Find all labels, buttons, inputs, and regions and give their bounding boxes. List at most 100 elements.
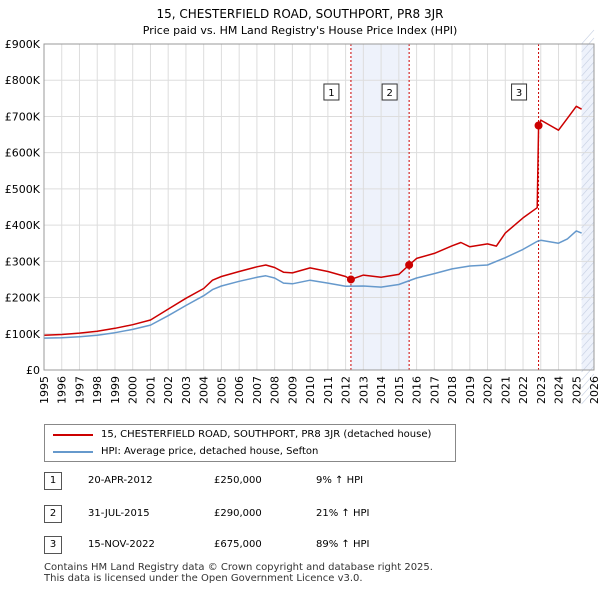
sale-date: 31-JUL-2015 — [88, 508, 150, 519]
hatch-line — [581, 293, 595, 309]
hatch-line — [581, 317, 595, 333]
x-tick-label: 2007 — [251, 376, 264, 404]
series-line-hpi — [43, 230, 582, 339]
x-tick-label: 2021 — [499, 376, 512, 404]
hatch-line — [581, 109, 595, 125]
x-tick-label: 2014 — [375, 376, 388, 404]
x-tick-label: 2001 — [144, 376, 157, 404]
legend-label-hpi: HPI: Average price, detached house, Seft… — [101, 446, 319, 457]
hatch-line — [581, 325, 595, 341]
x-tick-label: 2004 — [198, 376, 211, 404]
x-tick-label: 1998 — [91, 376, 104, 404]
x-tick-label: 1997 — [73, 376, 86, 404]
sale-label-box — [381, 83, 398, 101]
y-tick-label: £300K — [5, 255, 41, 268]
legend-label-property: 15, CHESTERFIELD ROAD, SOUTHPORT, PR8 3J… — [101, 429, 432, 440]
y-tick-label: £200K — [5, 292, 41, 305]
hatch-line — [581, 53, 595, 69]
x-tick-label: 2006 — [233, 376, 246, 404]
hatch-line — [581, 141, 595, 157]
price-chart: 15, CHESTERFIELD ROAD, SOUTHPORT, PR8 3J… — [5, 7, 600, 405]
sale-number-badge: 2 — [44, 505, 62, 523]
shaded-period — [350, 44, 410, 370]
y-tick-label: £600K — [5, 147, 41, 160]
x-tick-label: 2012 — [340, 376, 353, 404]
hatch-line — [581, 349, 595, 365]
x-tick-label: 2023 — [535, 376, 548, 404]
sale-price: £250,000 — [214, 475, 262, 486]
legend: 15, CHESTERFIELD ROAD, SOUTHPORT, PR8 3J… — [44, 424, 456, 462]
hatch-line — [581, 93, 595, 109]
hatch-line — [581, 301, 595, 317]
hatch-line — [581, 277, 595, 293]
x-tick-label: 2017 — [428, 376, 441, 404]
hatch-line — [581, 365, 595, 381]
x-tick-label: 2015 — [393, 376, 406, 404]
hatch-line — [581, 341, 595, 357]
hatch-line — [581, 237, 595, 253]
hatch-line — [581, 29, 595, 45]
footer-copyright: Contains HM Land Registry data © Crown c… — [44, 562, 433, 573]
hatch-line — [581, 197, 595, 213]
x-tick-label: 2009 — [286, 376, 299, 404]
chart-subtitle: Price paid vs. HM Land Registry's House … — [143, 24, 458, 37]
footer-licence: This data is licensed under the Open Gov… — [44, 573, 363, 584]
footer: Contains HM Land Registry data © Crown c… — [44, 562, 433, 584]
x-tick-label: 1999 — [109, 376, 122, 404]
x-tick-label: 1996 — [56, 376, 69, 404]
sale-date: 15-NOV-2022 — [88, 539, 155, 550]
hatch-line — [581, 125, 595, 141]
plot-area — [44, 44, 594, 370]
hatch-line — [581, 221, 595, 237]
sale-marker — [405, 260, 414, 269]
y-tick-label: £800K — [5, 74, 41, 87]
sale-marker — [534, 121, 543, 130]
x-tick-label: 1995 — [38, 376, 51, 404]
x-tick-label: 2025 — [570, 376, 583, 404]
x-tick-label: 2010 — [304, 376, 317, 404]
sale-price: £675,000 — [214, 539, 262, 550]
sale-hpi-change: 89% ↑ HPI — [316, 539, 370, 550]
sale-label-box — [511, 83, 528, 101]
sale-number-badge: 1 — [44, 472, 62, 490]
hatch-line — [581, 61, 595, 77]
hatch-line — [581, 309, 595, 325]
legend-swatch-property — [53, 434, 93, 436]
hatch-line — [581, 245, 595, 261]
x-tick-label: 2020 — [482, 376, 495, 404]
x-tick-label: 2008 — [269, 376, 282, 404]
y-tick-label: £900K — [5, 38, 41, 51]
hatch-line — [581, 269, 595, 285]
sale-label-box — [323, 83, 340, 101]
x-tick-label: 2011 — [322, 376, 335, 404]
hatch-line — [581, 117, 595, 133]
x-tick-label: 2002 — [162, 376, 175, 404]
hatch-line — [581, 381, 595, 397]
sale-hpi-change: 21% ↑ HPI — [316, 508, 370, 519]
sale-label: 1 — [328, 88, 334, 99]
hatch-line — [581, 373, 595, 389]
hatch-line — [581, 389, 595, 405]
y-tick-label: £0 — [26, 364, 40, 377]
hatch-line — [581, 101, 595, 117]
legend-swatch-hpi — [53, 451, 93, 453]
sale-label: 3 — [516, 88, 522, 99]
y-tick-label: £100K — [5, 328, 41, 341]
sale-date: 20-APR-2012 — [88, 475, 153, 486]
x-tick-label: 2003 — [180, 376, 193, 404]
sale-price: £290,000 — [214, 508, 262, 519]
x-tick-label: 2022 — [517, 376, 530, 404]
x-tick-label: 2016 — [411, 376, 424, 404]
hatch-line — [581, 333, 595, 349]
hatch-line — [581, 45, 595, 61]
sale-hpi-change: 9% ↑ HPI — [316, 475, 364, 486]
x-tick-label: 2005 — [215, 376, 228, 404]
y-tick-label: £700K — [5, 110, 41, 123]
y-tick-label: £400K — [5, 219, 41, 232]
hatch-line — [581, 133, 595, 149]
hatch-line — [581, 37, 595, 53]
hatch-line — [581, 157, 595, 173]
hatch-line — [581, 165, 595, 181]
hatch-line — [581, 229, 595, 245]
x-tick-label: 2019 — [464, 376, 477, 404]
